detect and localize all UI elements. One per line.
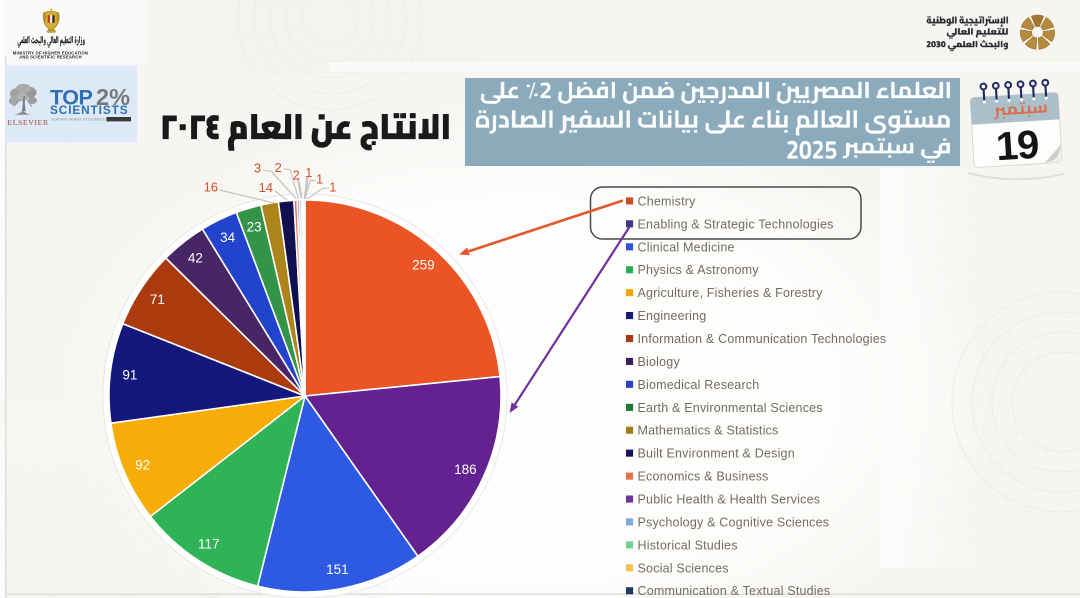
svg-text:Social Sciences: Social Sciences	[638, 561, 729, 575]
svg-text:Mathematics & Statistics: Mathematics & Statistics	[638, 424, 779, 438]
svg-text:Information & Communication Te: Information & Communication Technologies	[638, 332, 887, 346]
svg-text:42: 42	[188, 250, 203, 265]
svg-text:Agriculture, Fisheries & Fores: Agriculture, Fisheries & Forestry	[638, 286, 824, 300]
svg-text:AND SCIENTIFIC RESEARCH: AND SCIENTIFIC RESEARCH	[19, 55, 82, 60]
svg-text:14: 14	[259, 180, 273, 195]
svg-text:91: 91	[122, 368, 137, 383]
svg-text:Earth & Environmental Sciences: Earth & Environmental Sciences	[638, 401, 823, 415]
svg-text:Economics & Business: Economics & Business	[638, 470, 769, 484]
svg-text:19: 19	[995, 123, 1040, 169]
svg-text:1: 1	[305, 165, 312, 180]
svg-text:Communication & Textual Studie: Communication & Textual Studies	[638, 584, 831, 598]
svg-text:92: 92	[135, 457, 150, 472]
svg-text:Enabling & Strategic Technolog: Enabling & Strategic Technologies	[638, 217, 834, 231]
svg-text:3: 3	[254, 161, 261, 176]
svg-text:Built Environment & Design: Built Environment & Design	[638, 447, 795, 461]
svg-text:259: 259	[412, 258, 435, 273]
svg-text:Historical Studies: Historical Studies	[638, 538, 738, 552]
svg-text:Biomedical Research: Biomedical Research	[638, 378, 760, 392]
svg-text:23: 23	[247, 220, 262, 235]
svg-text:151: 151	[326, 562, 349, 577]
svg-text:186: 186	[454, 462, 477, 477]
svg-text:SCIENTISTS: SCIENTISTS	[50, 103, 128, 117]
svg-text:Engineering: Engineering	[638, 309, 707, 323]
svg-text:2: 2	[275, 160, 282, 175]
svg-text:Public Health & Health Service: Public Health & Health Services	[638, 493, 821, 507]
svg-text:LEADING MINDS IN SCIENCE: LEADING MINDS IN SCIENCE	[51, 118, 106, 122]
svg-text:16: 16	[204, 179, 218, 194]
svg-text:34: 34	[220, 230, 236, 245]
svg-text:Biology: Biology	[638, 355, 681, 369]
svg-text:1: 1	[329, 179, 336, 194]
svg-text:2: 2	[293, 167, 300, 182]
svg-text:Psychology & Cognitive Science: Psychology & Cognitive Sciences	[638, 515, 830, 529]
svg-text:Clinical Medicine: Clinical Medicine	[638, 240, 735, 254]
svg-text:TOP: TOP	[50, 86, 92, 110]
svg-text:MINISTRY OF HIGHER EDUCATION: MINISTRY OF HIGHER EDUCATION	[13, 50, 88, 55]
svg-text:1: 1	[316, 172, 323, 187]
svg-text:Chemistry: Chemistry	[638, 194, 697, 208]
svg-text:117: 117	[198, 536, 220, 551]
svg-text:71: 71	[150, 292, 165, 307]
svg-text:Physics & Astronomy: Physics & Astronomy	[638, 263, 760, 277]
svg-text:ELSEVIER: ELSEVIER	[7, 118, 48, 127]
svg-text:2%: 2%	[96, 84, 130, 110]
